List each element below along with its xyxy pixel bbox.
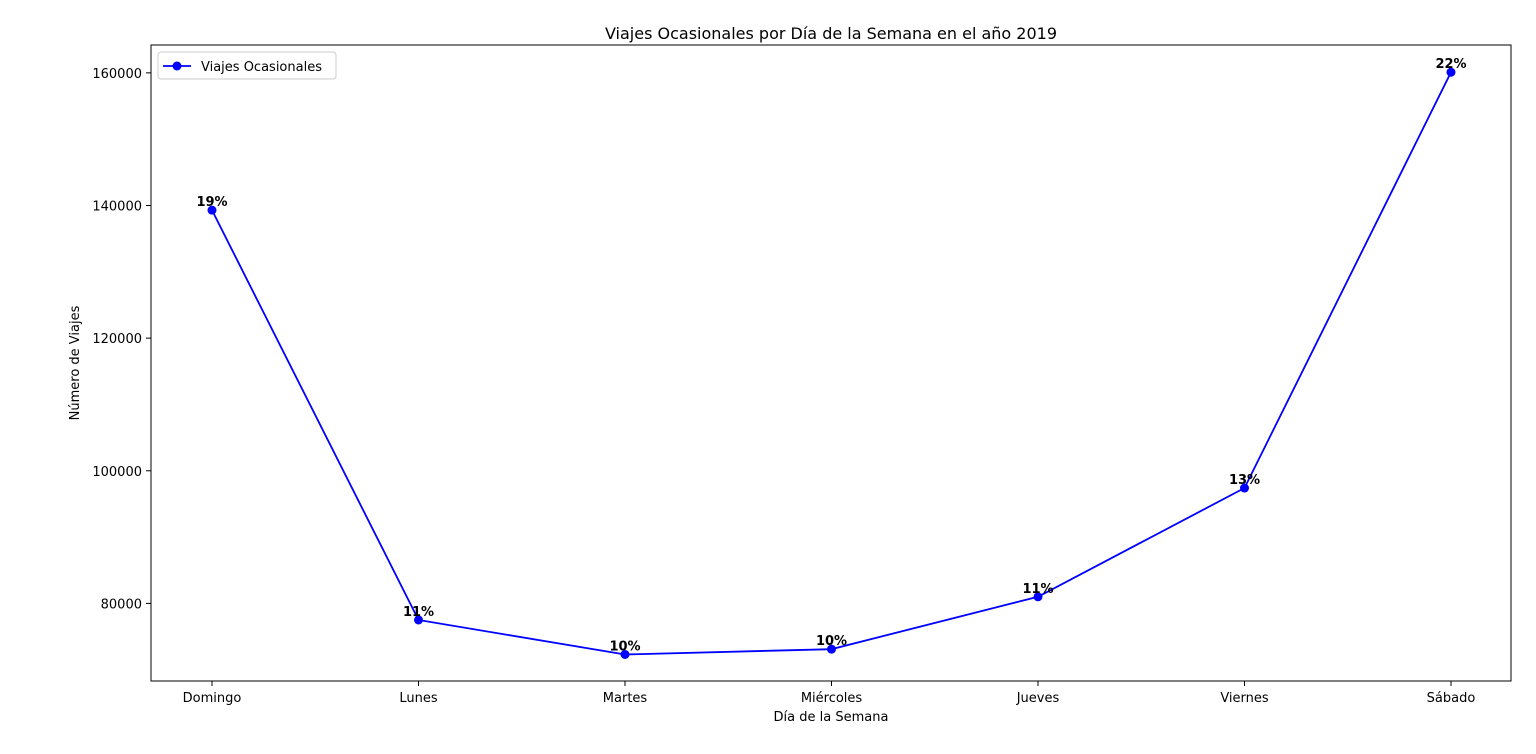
data-point — [207, 205, 217, 215]
data-point — [827, 644, 836, 654]
y-axis: 80000 100000 120000 140000 160000 — [92, 67, 151, 612]
series-layer — [207, 67, 1456, 659]
x-tick-label: Miércoles — [801, 691, 863, 706]
data-label: 13% — [1229, 473, 1260, 488]
data-label: 11% — [1022, 582, 1053, 597]
data-point — [1240, 483, 1249, 493]
x-tick-label: Martes — [603, 691, 648, 706]
data-labels: 19% 11% 10% 10% 11% 13% 22% — [196, 57, 1466, 654]
chart-title: Viajes Ocasionales por Día de la Semana … — [605, 24, 1057, 43]
data-point — [1446, 67, 1456, 77]
data-point — [620, 649, 630, 659]
x-axis: Domingo Lunes Martes Miércoles Jueves Viernes… — [183, 681, 1476, 706]
data-label: 11% — [403, 605, 434, 620]
y-tick-label: 100000 — [92, 465, 142, 480]
legend: Viajes Ocasionales — [157, 51, 337, 80]
legend-box — [157, 51, 337, 80]
y-tick-label: 160000 — [92, 67, 142, 82]
data-label: 19% — [196, 195, 227, 210]
series-line — [211, 71, 1452, 656]
x-tick-label: Domingo — [183, 691, 242, 706]
data-point — [1033, 592, 1043, 602]
x-tick-label: Viernes — [1220, 691, 1269, 706]
x-tick-label: Lunes — [399, 691, 437, 706]
legend-marker — [172, 61, 182, 71]
data-label: 10% — [609, 639, 640, 654]
y-tick-label: 120000 — [92, 332, 142, 347]
y-axis-label: Número de Viajes — [68, 305, 83, 420]
plot-area: 19% 11% 10% 10% 11% 13% 22% — [150, 44, 1512, 682]
data-label: 22% — [1435, 57, 1466, 72]
data-label: 10% — [816, 634, 847, 649]
legend-entry-label: Viajes Ocasionales — [201, 60, 322, 75]
x-axis-label: Día de la Semana — [774, 710, 889, 725]
data-point — [414, 615, 423, 625]
x-tick-label: Jueves — [1016, 691, 1060, 706]
y-tick-label: 80000 — [101, 597, 142, 612]
y-tick-label: 140000 — [92, 199, 142, 214]
x-tick-label: Sábado — [1427, 691, 1476, 706]
